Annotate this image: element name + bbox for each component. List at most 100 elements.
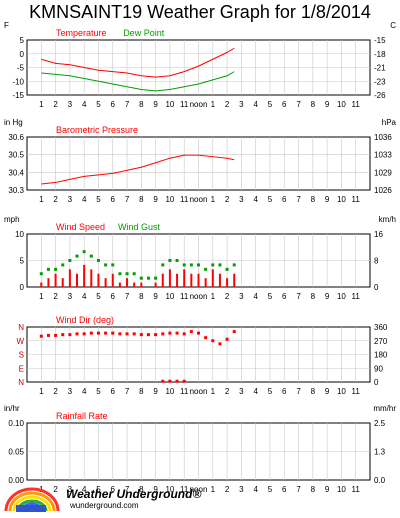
x-tick-label: 11: [180, 195, 189, 204]
x-tick-label: 8: [139, 100, 144, 109]
left-tick-label: 30.4: [8, 168, 24, 177]
x-tick-label: 9: [325, 485, 330, 494]
left-unit-label: F: [4, 21, 9, 30]
data-point: [111, 331, 115, 335]
left-tick-label: 30.3: [8, 186, 24, 195]
x-tick-label: 7: [125, 100, 130, 109]
right-tick-label: 1026: [374, 186, 392, 195]
x-tick-label: 5: [268, 387, 273, 396]
x-tick-label: 6: [111, 100, 116, 109]
left-tick-label: E: [19, 364, 24, 373]
x-tick-label: 1: [39, 292, 44, 301]
data-point: [197, 263, 200, 267]
x-tick-label: noon: [190, 387, 208, 396]
x-tick-label: noon: [190, 100, 208, 109]
data-point: [218, 342, 222, 346]
x-tick-label: 2: [225, 292, 230, 301]
data-point: [132, 332, 136, 336]
legend-entry: Temperature: [56, 28, 107, 38]
data-point: [96, 259, 100, 262]
x-tick-label: 2: [225, 195, 230, 204]
x-tick-label: 6: [111, 195, 116, 204]
x-tick-label: 8: [311, 100, 316, 109]
data-point: [139, 276, 143, 280]
data-point: [232, 263, 236, 267]
x-tick-label: 10: [337, 387, 346, 396]
left-tick-label: -10: [12, 77, 24, 86]
data-point: [197, 331, 200, 335]
data-point: [39, 272, 43, 276]
x-tick-label: 10: [165, 195, 174, 204]
x-tick-label: 3: [239, 195, 244, 204]
right-unit-label: km/h: [379, 215, 396, 224]
data-point: [75, 332, 79, 336]
data-point: [161, 263, 165, 267]
data-point: [211, 263, 215, 267]
data-point: [225, 337, 229, 341]
x-tick-label: 9: [153, 100, 158, 109]
legend-entry: Barometric Pressure: [56, 125, 138, 135]
x-tick-label: 6: [282, 100, 287, 109]
x-tick-label: 6: [111, 387, 116, 396]
right-unit-label: C: [390, 21, 396, 30]
data-point: [182, 379, 186, 383]
data-point: [118, 332, 122, 336]
data-point: [111, 263, 115, 267]
x-tick-label: 11: [352, 387, 361, 396]
left-tick-label: 0: [20, 50, 25, 59]
right-tick-label: 270: [374, 337, 388, 346]
data-point: [104, 331, 108, 335]
x-tick-label: 4: [253, 195, 258, 204]
data-point: [168, 331, 172, 335]
legend-entry: Wind Gust: [118, 222, 161, 232]
x-tick-label: 7: [296, 387, 301, 396]
right-tick-label: -23: [374, 77, 386, 86]
x-tick-label: 4: [82, 100, 87, 109]
data-point: [68, 259, 72, 262]
left-tick-label: 0.10: [8, 419, 24, 428]
x-tick-label: 4: [253, 387, 258, 396]
x-tick-label: 3: [239, 485, 244, 494]
x-tick-label: 7: [296, 292, 301, 301]
logo-name: Weather Underground®: [66, 487, 202, 501]
x-tick-label: 2: [53, 387, 58, 396]
data-point: [54, 333, 58, 337]
data-point: [161, 332, 165, 336]
x-tick-label: 11: [352, 100, 361, 109]
x-tick-label: 3: [239, 292, 244, 301]
data-point: [68, 333, 72, 337]
x-tick-label: 1: [39, 387, 44, 396]
x-tick-label: 6: [282, 195, 287, 204]
x-tick-label: 5: [268, 485, 273, 494]
right-tick-label: 1.3: [374, 448, 386, 457]
x-tick-label: 2: [225, 100, 230, 109]
x-tick-label: 5: [96, 195, 101, 204]
x-tick-label: 1: [39, 100, 44, 109]
data-point: [118, 272, 122, 276]
data-point: [182, 332, 186, 336]
legend-entry: Wind Speed: [56, 222, 105, 232]
data-point: [89, 254, 93, 258]
data-point: [204, 336, 208, 340]
x-tick-label: 8: [311, 195, 316, 204]
left-tick-label: 0: [20, 283, 25, 292]
right-tick-label: 1036: [374, 133, 392, 142]
logo-url: wunderground.com: [70, 501, 139, 510]
x-tick-label: 2: [225, 485, 230, 494]
left-tick-label: 30.5: [8, 151, 24, 160]
x-tick-label: 8: [311, 292, 316, 301]
x-tick-label: 4: [253, 485, 258, 494]
data-point: [132, 272, 136, 276]
x-tick-label: 8: [311, 387, 316, 396]
x-tick-label: noon: [190, 292, 208, 301]
x-tick-label: 9: [153, 387, 158, 396]
right-tick-label: -18: [374, 50, 386, 59]
x-tick-label: 6: [282, 387, 287, 396]
data-point: [175, 379, 179, 383]
data-point: [75, 254, 79, 258]
data-point: [168, 379, 172, 383]
x-tick-label: 7: [296, 485, 301, 494]
x-tick-label: 9: [325, 195, 330, 204]
x-tick-label: 3: [239, 100, 244, 109]
data-point: [168, 259, 172, 262]
